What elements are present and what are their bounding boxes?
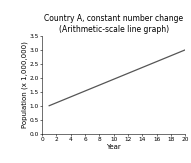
Y-axis label: Population (x 1,000,000): Population (x 1,000,000): [21, 41, 28, 128]
Title: Country A, constant number change
(Arithmetic-scale line graph): Country A, constant number change (Arith…: [44, 14, 183, 34]
X-axis label: Year: Year: [106, 143, 121, 149]
